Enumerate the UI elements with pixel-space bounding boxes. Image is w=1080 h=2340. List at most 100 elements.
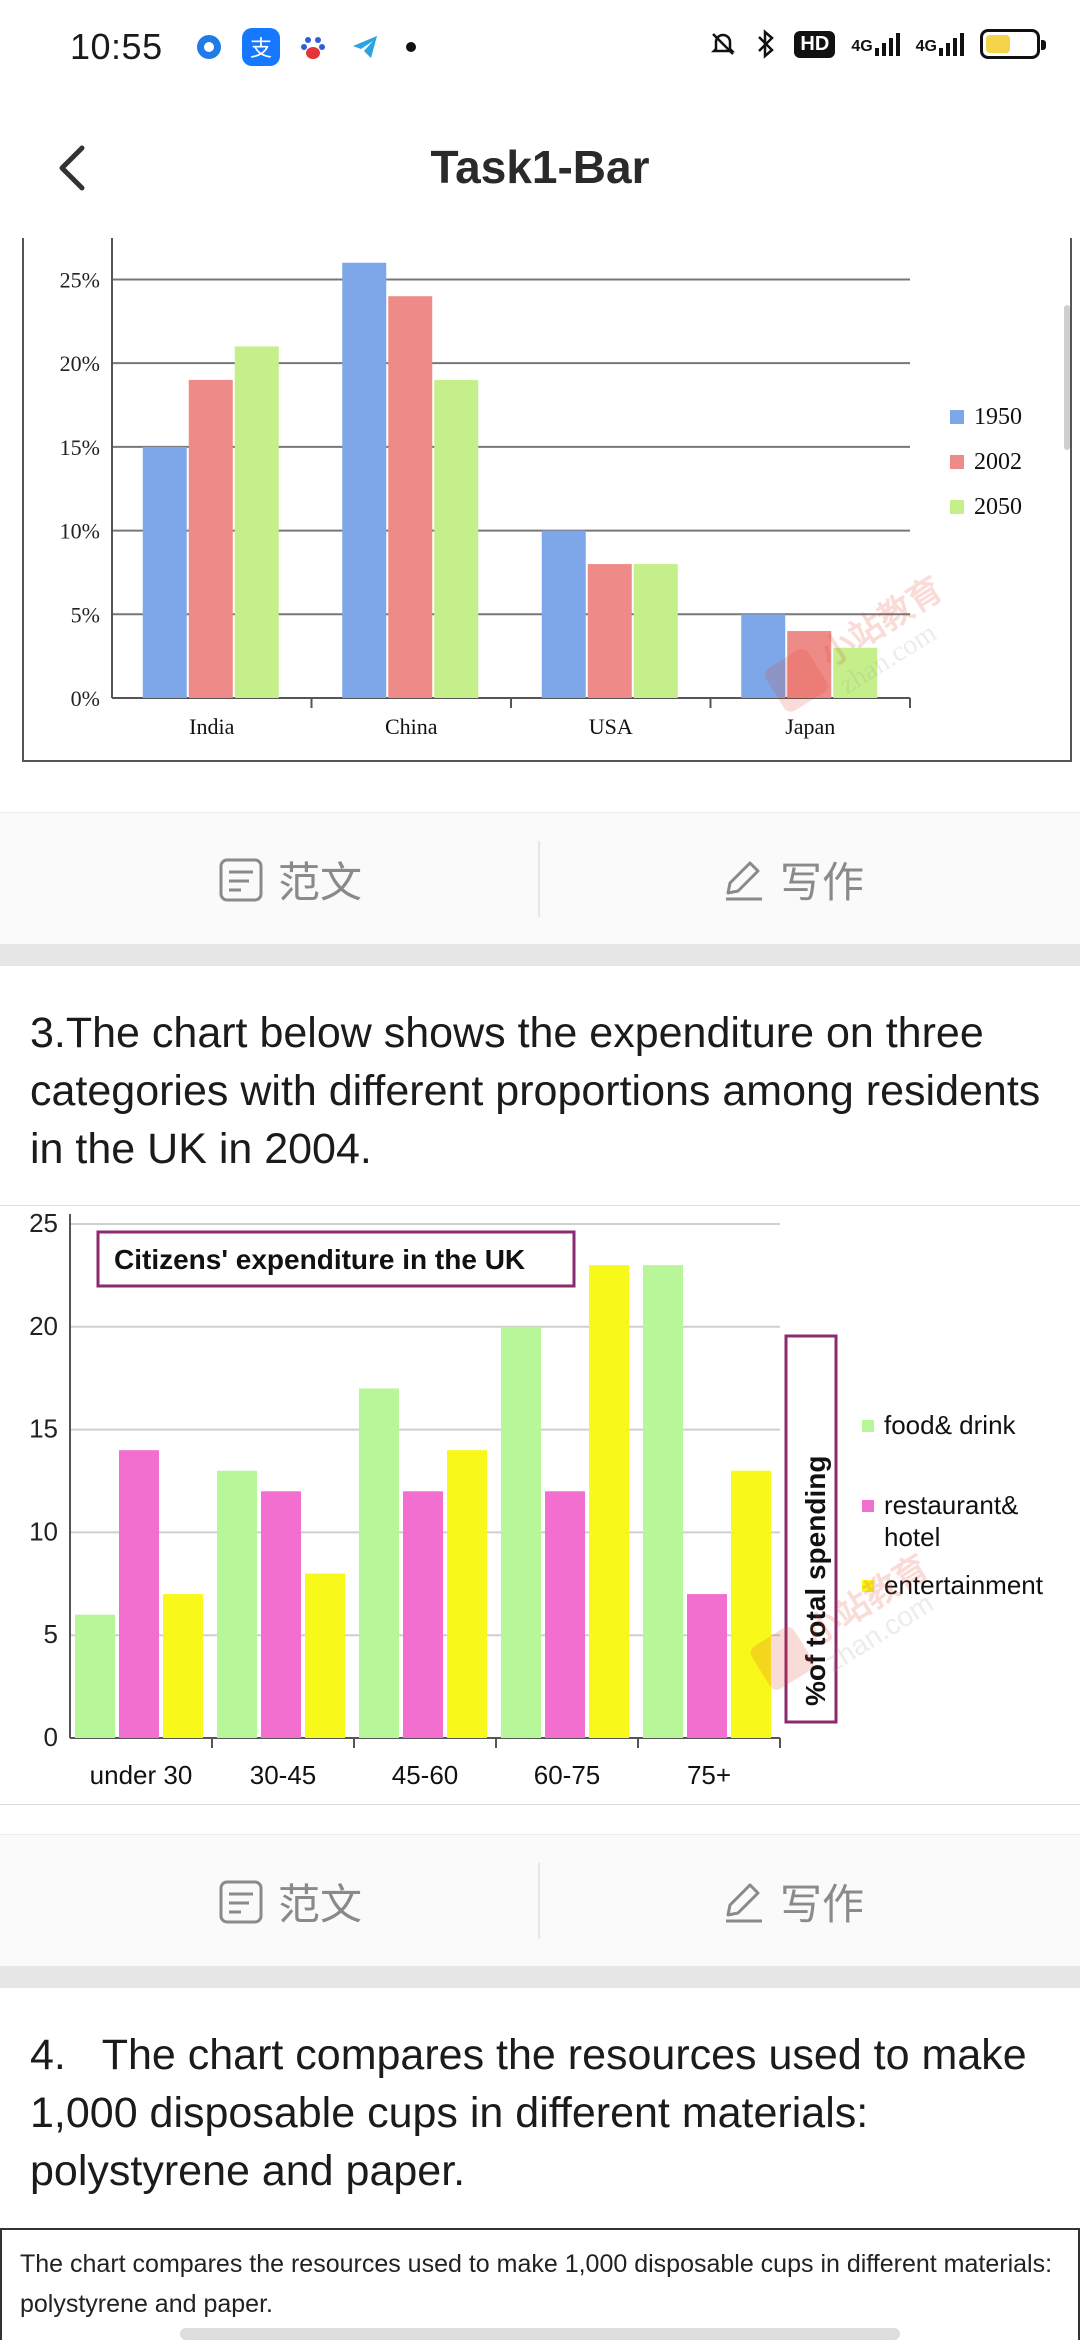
document-icon [219,1880,263,1923]
hd-badge: HD [794,30,836,58]
pencil-icon [726,1883,762,1922]
notification-icons: 支 [190,28,416,66]
action-bar: 范文 写作 [0,1834,1080,1966]
x-tick-label: 75+ [687,1760,731,1790]
legend-label: restaurant& [884,1490,1018,1520]
x-tick-label: India [189,714,234,739]
write-label: 写作 [780,1881,865,1928]
signal-bars-icon [874,32,900,56]
app-header: Task1-Bar [0,110,1080,230]
population-bar-chart: 0% 5% 10% 15% 20% 25% India China USA Japan 1950… [22,236,1072,762]
chart-title-box [96,1230,576,1288]
bar [587,564,632,698]
bar [188,379,233,698]
telegram-icon [346,28,384,66]
bar [119,1450,159,1738]
x-tick-label: 60-75 [534,1760,601,1790]
pencil-icon [726,861,762,900]
y-tick-label: 25% [60,267,100,292]
legend-swatch [862,1500,874,1512]
legend-swatch [862,1420,874,1432]
bar [142,446,187,698]
watermark: 小站教育 zhan.com [750,1548,939,1690]
bar [687,1594,727,1738]
horizontal-scrollbar[interactable] [180,2328,900,2340]
bar [234,346,279,698]
x-tick-label: under 30 [90,1760,193,1790]
signal-2: 4G [915,32,964,56]
scroll-indicator[interactable] [1064,305,1070,450]
status-right-icons: HD 4G 4G [708,28,1046,60]
divider [538,1863,540,1939]
bar [643,1265,683,1738]
uk-expenditure-bar-chart: 0 5 10 15 20 25 under 30 30-45 45-60 60-75 75+ Ci… [0,1205,1080,1805]
bar [75,1614,115,1738]
x-tick-label: China [385,714,438,739]
bar [305,1573,345,1738]
question-4-text: 4. The chart compares the resources used… [30,2031,1027,2195]
chevron-left-icon [59,145,85,191]
write-button[interactable]: 写作 [718,1871,864,1932]
alipay-icon: 支 [242,28,280,66]
y-tick-label: 5% [71,602,100,627]
y-tick-label: 0% [71,686,100,711]
bar [541,530,586,698]
legend-label: entertainment [884,1570,1044,1600]
bar [434,379,479,698]
signal-1: 4G [851,32,900,56]
back-button[interactable] [44,138,104,198]
mute-bell-icon [711,33,736,55]
battery-icon [980,29,1046,59]
sample-essay-button[interactable]: 范文 [216,1871,362,1932]
section-separator [0,1966,1080,1988]
x-tick-label: 30-45 [250,1760,317,1790]
bar [261,1491,301,1738]
chart-caption-snippet: The chart compares the resources used to… [0,2228,1080,2340]
legend-label: hotel [884,1522,940,1552]
bar [787,631,832,698]
x-tick-label: Japan [785,714,835,739]
bar [163,1594,203,1738]
legend-label: food& drink [884,1410,1017,1440]
sample-essay-label: 范文 [278,1881,363,1928]
baidu-icon [294,28,332,66]
legend-swatch [950,410,964,424]
signal-bars-icon [939,32,964,56]
legend-swatch [950,455,964,469]
y-axis-label: %of total spending [800,1456,831,1706]
y-tick-label: 15% [60,435,100,460]
legend-label: 1950 [974,404,1022,430]
bar [342,262,387,698]
write-button[interactable]: 写作 [718,849,864,910]
divider [538,841,540,917]
question-3-text: 3.The chart below shows the expenditure … [30,1009,1041,1173]
section-separator [0,944,1080,966]
bluetooth-icon [758,29,775,59]
sample-essay-label: 范文 [278,859,363,906]
bar [633,564,678,698]
ylabel-box [784,1334,838,1724]
network-type-2: 4G [915,37,937,55]
y-tick-label: 15 [29,1414,58,1444]
chart2-svg: 0 5 10 15 20 25 under 30 30-45 45-60 60-75 75+ Ci… [29,1208,1044,1790]
bar [589,1265,629,1738]
sample-essay-button[interactable]: 范文 [216,849,362,910]
legend-label: 2002 [974,449,1022,475]
y-tick-label: 20 [29,1311,58,1341]
y-tick-label: 20% [60,351,100,376]
bar [217,1470,257,1738]
bar [501,1326,541,1738]
action-bar: 范文 写作 [0,812,1080,944]
y-tick-label: 10% [60,519,100,544]
legend-label: 2050 [974,494,1022,520]
bar [403,1491,443,1738]
y-tick-label: 0 [44,1722,58,1752]
write-label: 写作 [780,859,865,906]
page-title: Task1-Bar [430,141,650,193]
app-notification-icon [190,28,228,66]
bar [833,647,878,698]
battery-level [986,35,1010,53]
bar [741,614,786,698]
y-tick-label: 5 [44,1619,58,1649]
bar [388,296,433,698]
